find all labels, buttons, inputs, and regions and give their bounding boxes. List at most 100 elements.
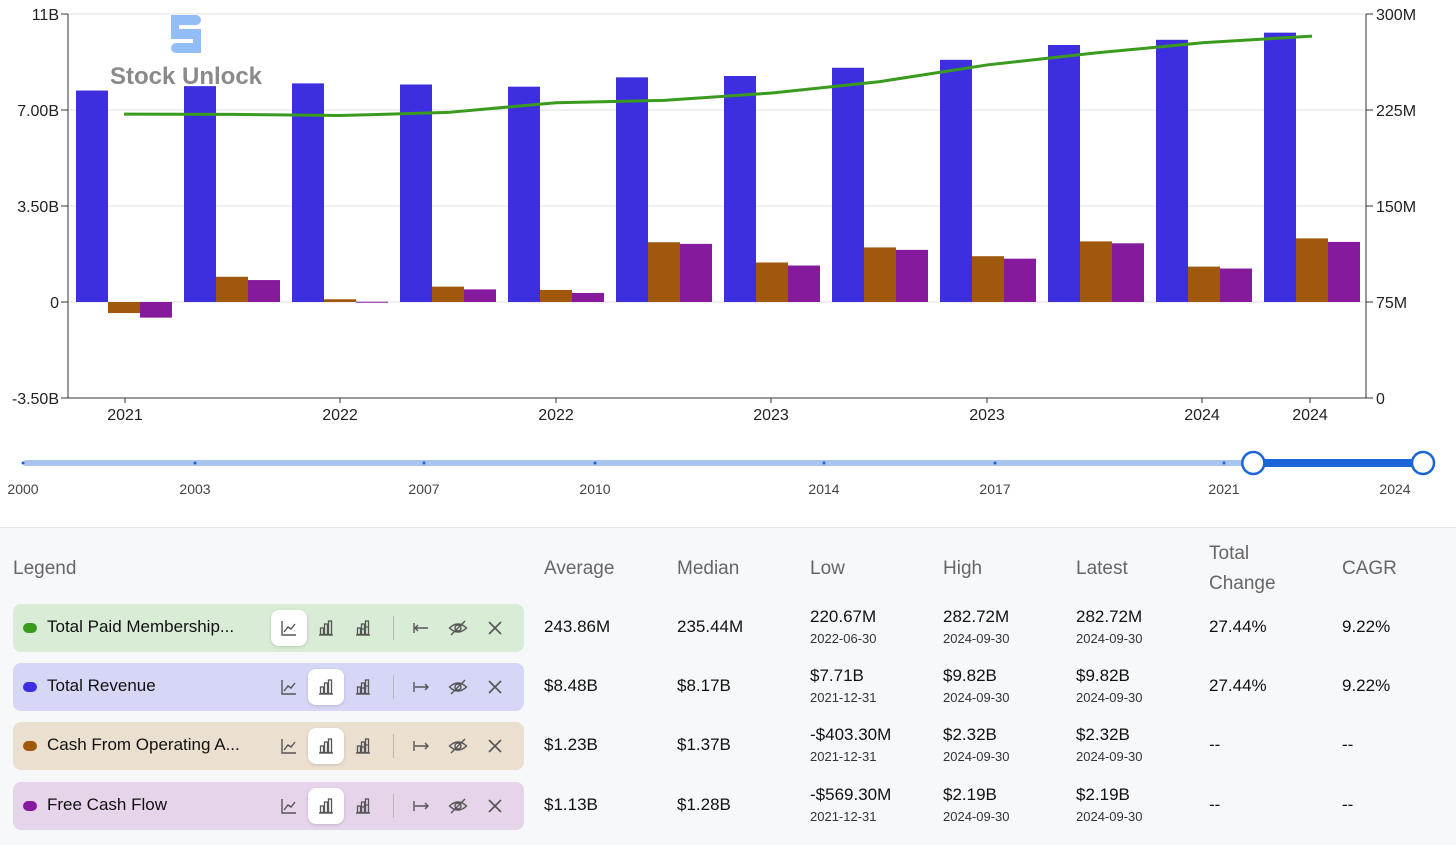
slider-selected-range[interactable] — [1253, 459, 1423, 467]
stat-median: 235.44M — [677, 617, 744, 636]
bar-cash-from-operating-activities-11[interactable] — [1296, 238, 1328, 302]
bar-cash-from-operating-activities-7[interactable] — [864, 247, 896, 302]
y-left-tick-label: -3.50B — [12, 391, 59, 408]
stat-latest-date: 2024-09-30 — [1076, 690, 1143, 705]
stat-low: 220.67M — [810, 607, 877, 626]
bar-chart-icon[interactable] — [308, 610, 344, 646]
hide-eye-icon[interactable] — [440, 788, 476, 824]
stacked-bar-icon[interactable] — [345, 610, 381, 646]
y-right-tick-label: 0 — [1376, 391, 1385, 408]
line-chart-icon[interactable] — [271, 669, 307, 705]
stat-total-change: 27.44% — [1209, 676, 1267, 695]
bar-total-revenue-0[interactable] — [76, 90, 108, 302]
bar-free-cash-flow-1[interactable] — [248, 280, 280, 302]
line-chart-icon[interactable] — [271, 788, 307, 824]
y-right-tick-label: 300M — [1376, 7, 1416, 24]
y-right-tick-label: 75M — [1376, 295, 1407, 312]
bar-free-cash-flow-7[interactable] — [896, 249, 928, 302]
y-left-tick-label: 0 — [50, 295, 59, 312]
axis-right-icon[interactable] — [403, 788, 439, 824]
bar-total-revenue-1[interactable] — [184, 86, 216, 302]
bar-cash-from-operating-activities-8[interactable] — [972, 256, 1004, 302]
date-range-slider[interactable]: 2000 2003 2007 2010 2014 2017 2021 2024 — [0, 440, 1456, 510]
bar-free-cash-flow-8[interactable] — [1004, 258, 1036, 302]
stat-latest-date: 2024-09-30 — [1076, 809, 1143, 824]
slider-track[interactable] — [23, 460, 1423, 466]
header-high: High — [943, 558, 983, 579]
legend-series-name: Total Paid Membership... — [47, 617, 235, 636]
header-cagr: CAGR — [1342, 558, 1397, 579]
axis-right-icon[interactable] — [403, 669, 439, 705]
line-total-paid-memberships[interactable] — [123, 34, 1313, 118]
bar-cash-from-operating-activities-0[interactable] — [108, 302, 140, 314]
stacked-bar-icon[interactable] — [345, 669, 381, 705]
stat-average: $1.13B — [544, 795, 598, 814]
stat-cagr: -- — [1342, 795, 1354, 814]
stat-low-date: 2021-12-31 — [810, 809, 877, 824]
bar-cash-from-operating-activities-10[interactable] — [1188, 266, 1220, 302]
bar-total-revenue-5[interactable] — [616, 77, 648, 302]
bar-chart-icon[interactable] — [308, 728, 344, 764]
hide-eye-icon[interactable] — [440, 669, 476, 705]
header-total-change-line2: Change — [1209, 573, 1276, 594]
close-icon[interactable] — [477, 610, 513, 646]
bar-chart-icon[interactable] — [308, 788, 344, 824]
bar-cash-from-operating-activities-2[interactable] — [324, 299, 356, 302]
bar-free-cash-flow-4[interactable] — [572, 292, 604, 302]
hide-eye-icon[interactable] — [440, 610, 476, 646]
bar-total-revenue-9[interactable] — [1048, 44, 1080, 302]
bar-free-cash-flow-11[interactable] — [1328, 241, 1360, 302]
close-icon[interactable] — [477, 669, 513, 705]
legend-color-dot — [23, 623, 37, 633]
legend-item[interactable]: Cash From Operating A... — [13, 722, 524, 770]
slider-handle-end[interactable] — [1410, 450, 1436, 476]
x-tick-label: 2022 — [322, 407, 358, 424]
hide-eye-icon[interactable] — [440, 728, 476, 764]
bar-free-cash-flow-6[interactable] — [788, 265, 820, 302]
bar-total-revenue-2[interactable] — [292, 83, 324, 302]
y-right-tick-label: 150M — [1376, 199, 1416, 216]
header-average: Average — [544, 558, 615, 579]
bar-cash-from-operating-activities-5[interactable] — [648, 242, 680, 302]
bar-total-revenue-6[interactable] — [724, 75, 756, 302]
bar-cash-from-operating-activities-4[interactable] — [540, 289, 572, 302]
bar-free-cash-flow-3[interactable] — [464, 289, 496, 302]
close-icon[interactable] — [477, 788, 513, 824]
bar-free-cash-flow-5[interactable] — [680, 243, 712, 302]
axis-right-icon[interactable] — [403, 728, 439, 764]
bar-cash-from-operating-activities-6[interactable] — [756, 262, 788, 302]
slider-year-dot — [593, 461, 597, 465]
bar-free-cash-flow-0[interactable] — [140, 302, 172, 318]
stat-high: $9.82B — [943, 666, 997, 685]
slider-year-label: 2021 — [1208, 481, 1239, 497]
close-icon[interactable] — [477, 728, 513, 764]
bar-cash-from-operating-activities-3[interactable] — [432, 286, 464, 302]
bar-total-revenue-11[interactable] — [1264, 32, 1296, 302]
stat-low-date: 2021-12-31 — [810, 749, 877, 764]
bar-free-cash-flow-9[interactable] — [1112, 243, 1144, 302]
bar-total-revenue-7[interactable] — [832, 67, 864, 302]
bar-total-revenue-4[interactable] — [508, 86, 540, 302]
stat-latest: $9.82B — [1076, 666, 1130, 685]
stat-high: $2.32B — [943, 725, 997, 744]
stat-low: $7.71B — [810, 666, 864, 685]
axis-left-icon[interactable] — [403, 610, 439, 646]
stat-total-change: -- — [1209, 795, 1221, 814]
legend-item[interactable]: Total Paid Membership... — [13, 604, 524, 652]
line-chart-icon[interactable] — [271, 728, 307, 764]
legend-item[interactable]: Total Revenue — [13, 663, 524, 711]
slider-handle-start[interactable] — [1241, 450, 1266, 476]
stacked-bar-icon[interactable] — [345, 728, 381, 764]
bar-total-revenue-8[interactable] — [940, 59, 972, 303]
bar-cash-from-operating-activities-1[interactable] — [216, 276, 248, 302]
bar-cash-from-operating-activities-9[interactable] — [1080, 241, 1112, 302]
line-chart-icon[interactable] — [271, 610, 307, 646]
bar-chart-icon[interactable] — [308, 669, 344, 705]
bar-total-revenue-10[interactable] — [1156, 39, 1188, 302]
legend-item[interactable]: Free Cash Flow — [13, 782, 524, 830]
bar-free-cash-flow-2[interactable] — [356, 301, 388, 303]
bar-total-revenue-3[interactable] — [400, 84, 432, 303]
stacked-bar-icon[interactable] — [345, 788, 381, 824]
stat-latest: $2.19B — [1076, 785, 1130, 804]
bar-free-cash-flow-10[interactable] — [1220, 268, 1252, 302]
